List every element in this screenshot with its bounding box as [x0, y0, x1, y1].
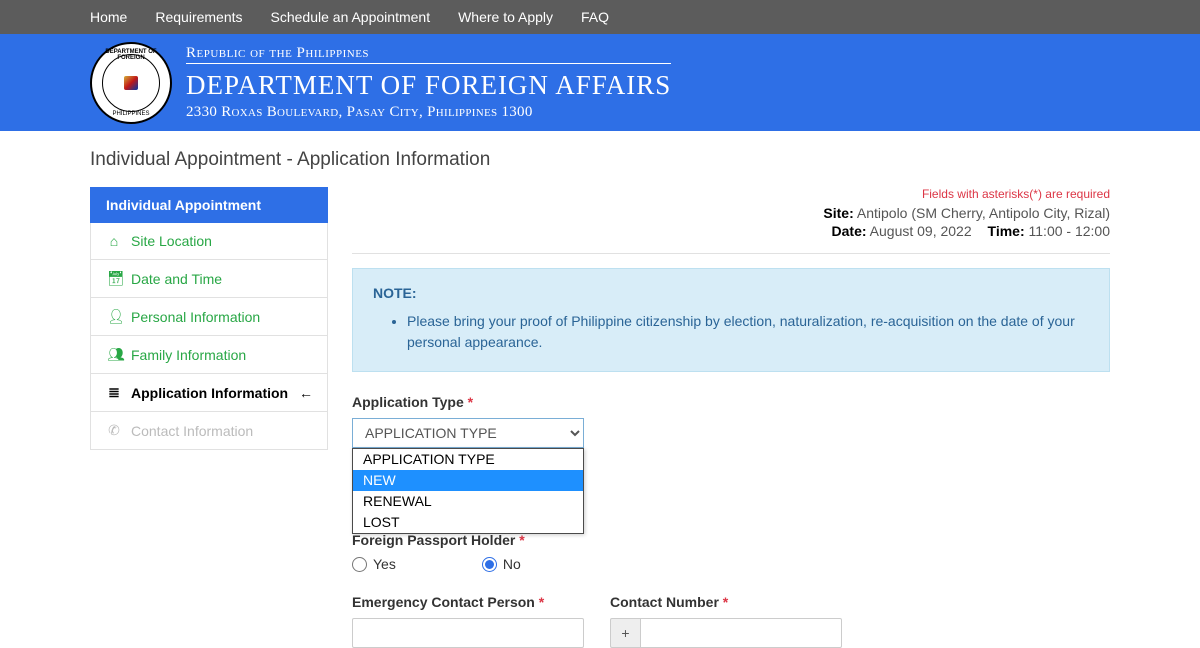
note-title: NOTE: — [373, 285, 1089, 301]
sidebar-item-label: Contact Information — [131, 423, 253, 439]
header-department: DEPARTMENT OF FOREIGN AFFAIRS — [186, 69, 671, 104]
date-time-info: Date: August 09, 2022 Time: 11:00 - 12:0… — [352, 223, 1110, 239]
contact-number-input[interactable] — [640, 618, 842, 648]
dfa-seal-icon: DEPARTMENT OF FOREIGN PHILIPPINES — [90, 42, 172, 124]
nav-home[interactable]: Home — [90, 9, 127, 25]
sidebar-item-application[interactable]: ≣ Application Information — [90, 374, 328, 412]
divider — [352, 253, 1110, 254]
top-nav: Home Requirements Schedule an Appointmen… — [0, 0, 1200, 34]
required-note: Fields with asterisks(*) are required — [352, 187, 1110, 201]
sidebar-header: Individual Appointment — [90, 187, 328, 223]
sidebar: Individual Appointment ⌂ Site Location 📅… — [90, 187, 328, 648]
contact-number-label: Contact Number * — [610, 594, 842, 610]
sidebar-item-label: Family Information — [131, 347, 246, 363]
phone-prefix-addon: + — [610, 618, 640, 648]
sidebar-item-family[interactable]: 👥︎ Family Information — [90, 336, 328, 374]
emergency-contact-input[interactable] — [352, 618, 584, 648]
nav-schedule[interactable]: Schedule an Appointment — [271, 9, 431, 25]
sidebar-item-label: Site Location — [131, 233, 212, 249]
phone-icon: ✆ — [107, 422, 121, 439]
radio-yes[interactable] — [352, 557, 367, 572]
sidebar-item-label: Date and Time — [131, 271, 222, 287]
sidebar-item-personal[interactable]: 👤︎ Personal Information — [90, 298, 328, 336]
nav-where[interactable]: Where to Apply — [458, 9, 553, 25]
application-type-select[interactable]: APPLICATION TYPE — [352, 418, 584, 448]
calendar-icon: 📅︎ — [107, 270, 121, 287]
page-title: Individual Appointment - Application Inf… — [90, 149, 1110, 171]
sidebar-item-date-time[interactable]: 📅︎ Date and Time — [90, 260, 328, 298]
sidebar-item-label: Personal Information — [131, 309, 260, 325]
main-content: Fields with asterisks(*) are required Si… — [352, 187, 1110, 648]
nav-faq[interactable]: FAQ — [581, 9, 609, 25]
application-type-label: Application Type * — [352, 394, 1110, 410]
foreign-passport-label: Foreign Passport Holder * — [352, 532, 1110, 548]
radio-no[interactable] — [482, 557, 497, 572]
option-lost[interactable]: LOST — [353, 512, 583, 533]
radio-no-label[interactable]: No — [482, 556, 521, 572]
note-box: NOTE: Please bring your proof of Philipp… — [352, 268, 1110, 372]
header-address: 2330 Roxas Boulevard, Pasay City, Philip… — [186, 104, 671, 121]
option-renewal[interactable]: RENEWAL — [353, 491, 583, 512]
header-republic: Republic of the Philippines — [186, 45, 671, 62]
users-icon: 👥︎ — [107, 346, 121, 363]
sidebar-item-contact: ✆ Contact Information — [90, 412, 328, 450]
nav-requirements[interactable]: Requirements — [155, 9, 242, 25]
list-icon: ≣ — [107, 384, 121, 401]
site-info: Site: Antipolo (SM Cherry, Antipolo City… — [352, 205, 1110, 221]
application-type-dropdown: APPLICATION TYPE NEW RENEWAL LOST — [352, 448, 584, 534]
sidebar-item-site-location[interactable]: ⌂ Site Location — [90, 223, 328, 260]
note-item: Please bring your proof of Philippine ci… — [407, 311, 1089, 353]
header-banner: DEPARTMENT OF FOREIGN PHILIPPINES Republ… — [0, 34, 1200, 131]
emergency-contact-label: Emergency Contact Person * — [352, 594, 584, 610]
home-icon: ⌂ — [107, 233, 121, 249]
option-placeholder[interactable]: APPLICATION TYPE — [353, 449, 583, 470]
radio-yes-label[interactable]: Yes — [352, 556, 396, 572]
sidebar-item-label: Application Information — [131, 385, 288, 401]
option-new[interactable]: NEW — [353, 470, 583, 491]
user-icon: 👤︎ — [107, 308, 121, 325]
